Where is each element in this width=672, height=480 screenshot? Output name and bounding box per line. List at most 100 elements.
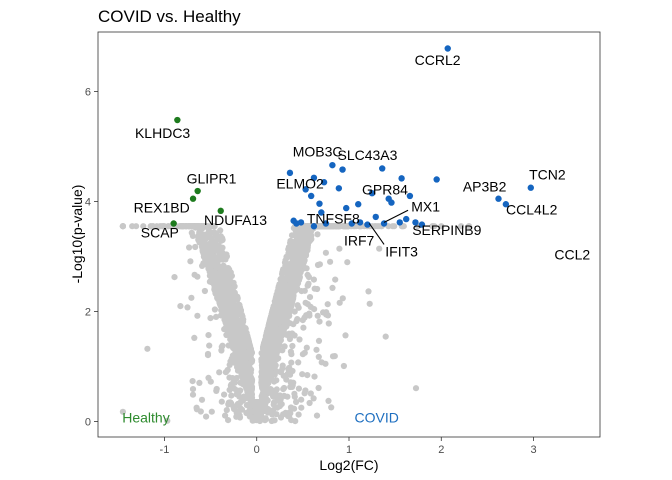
- gene-point: [284, 299, 291, 306]
- gene-point: [189, 386, 197, 393]
- gene-point: [302, 299, 309, 306]
- gene-point: [296, 232, 303, 239]
- gene-point: [291, 390, 298, 397]
- gene-point: [382, 333, 389, 340]
- gene-point: [316, 261, 323, 268]
- gene-point: [276, 310, 283, 317]
- gene-point: [293, 398, 300, 406]
- gene-point: [140, 223, 147, 230]
- gene-point: [298, 288, 305, 295]
- gene-point: [318, 359, 325, 366]
- gene-point: [237, 324, 244, 331]
- upregulated-point: [348, 220, 355, 227]
- upregulated-point: [527, 184, 534, 191]
- gene-point: [204, 352, 212, 359]
- gene-point: [299, 371, 306, 378]
- gene-point: [277, 282, 285, 290]
- upregulated-point: [433, 176, 440, 183]
- gene-point: [281, 384, 288, 392]
- upregulated-point: [368, 190, 376, 197]
- gene-point: [299, 317, 306, 324]
- chart-title: COVID vs. Healthy: [98, 7, 241, 26]
- gene-point: [207, 235, 214, 242]
- gene-point: [221, 307, 229, 314]
- gene-point: [344, 259, 351, 266]
- gene-point: [222, 302, 229, 310]
- gene-point: [222, 412, 229, 419]
- gene-point: [164, 417, 171, 424]
- gene-point: [184, 304, 191, 311]
- gene-point: [261, 383, 268, 390]
- gene-point: [343, 223, 350, 230]
- upregulated-point: [335, 185, 343, 192]
- x-axis-title: Log2(FC): [319, 457, 378, 473]
- gene-point: [225, 417, 232, 424]
- gene-point: [239, 344, 246, 351]
- gene-point: [311, 306, 318, 313]
- gene-point: [263, 329, 270, 337]
- gene-point: [144, 345, 151, 352]
- gene-point: [306, 399, 313, 407]
- gene-point: [325, 320, 332, 327]
- upregulated-point: [396, 219, 403, 226]
- gene-point: [215, 243, 222, 250]
- gene-point: [339, 295, 346, 302]
- gene-point: [231, 376, 238, 384]
- gene-point: [197, 223, 204, 230]
- gene-point: [216, 369, 223, 376]
- group-labels: Healthy COVID: [122, 410, 399, 426]
- gene-point: [205, 332, 212, 339]
- gene-point: [269, 411, 276, 418]
- upregulated-point: [444, 45, 451, 52]
- gene-label: MOB3C: [293, 143, 343, 159]
- gene-point: [209, 242, 216, 249]
- gene-point: [288, 351, 295, 358]
- gene-point: [226, 374, 233, 381]
- gene-label: REX1BD: [134, 199, 190, 215]
- gene-point: [289, 277, 296, 284]
- gene-point: [281, 392, 288, 399]
- gene-point: [366, 300, 373, 307]
- gene-point: [231, 344, 238, 352]
- gene-point: [237, 354, 244, 361]
- gene-point: [264, 347, 271, 354]
- gene-point: [314, 312, 321, 319]
- gene-point: [202, 236, 209, 243]
- gene-point: [196, 230, 203, 237]
- gene-point: [277, 276, 284, 283]
- gene-point: [287, 239, 294, 246]
- gene-point: [288, 250, 295, 257]
- gene-point: [200, 260, 207, 267]
- gene-point: [316, 318, 323, 325]
- gene-point: [228, 303, 235, 310]
- gene-point: [295, 385, 302, 392]
- gene-label: TNFSF8: [307, 210, 360, 226]
- gene-point: [279, 316, 286, 323]
- gene-point: [119, 408, 126, 415]
- gene-point: [322, 249, 329, 256]
- gene-point: [336, 245, 343, 252]
- gene-point: [287, 404, 295, 411]
- gene-label: AP3B2: [463, 179, 507, 195]
- gene-label: IFIT3: [385, 244, 418, 260]
- plot-panel: [97, 31, 601, 438]
- x-tick-label: -1: [160, 444, 170, 456]
- gene-point: [283, 276, 290, 283]
- upregulated-point: [356, 219, 364, 226]
- upregulated-point: [406, 192, 414, 200]
- gene-label: SCAP: [141, 224, 179, 240]
- gene-point: [303, 265, 310, 272]
- y-tick-label: 0: [85, 417, 91, 429]
- gene-point: [235, 407, 243, 414]
- gene-point: [207, 223, 214, 230]
- leader-line: [383, 209, 409, 223]
- gene-point: [315, 384, 322, 392]
- gene-point: [232, 324, 240, 331]
- upregulated-point: [364, 221, 371, 228]
- gene-point: [193, 406, 200, 413]
- gene-point: [212, 256, 220, 263]
- gene-point: [279, 268, 286, 275]
- upregulated-point: [318, 209, 325, 216]
- leader-lines: [368, 209, 409, 245]
- gene-point: [282, 289, 289, 297]
